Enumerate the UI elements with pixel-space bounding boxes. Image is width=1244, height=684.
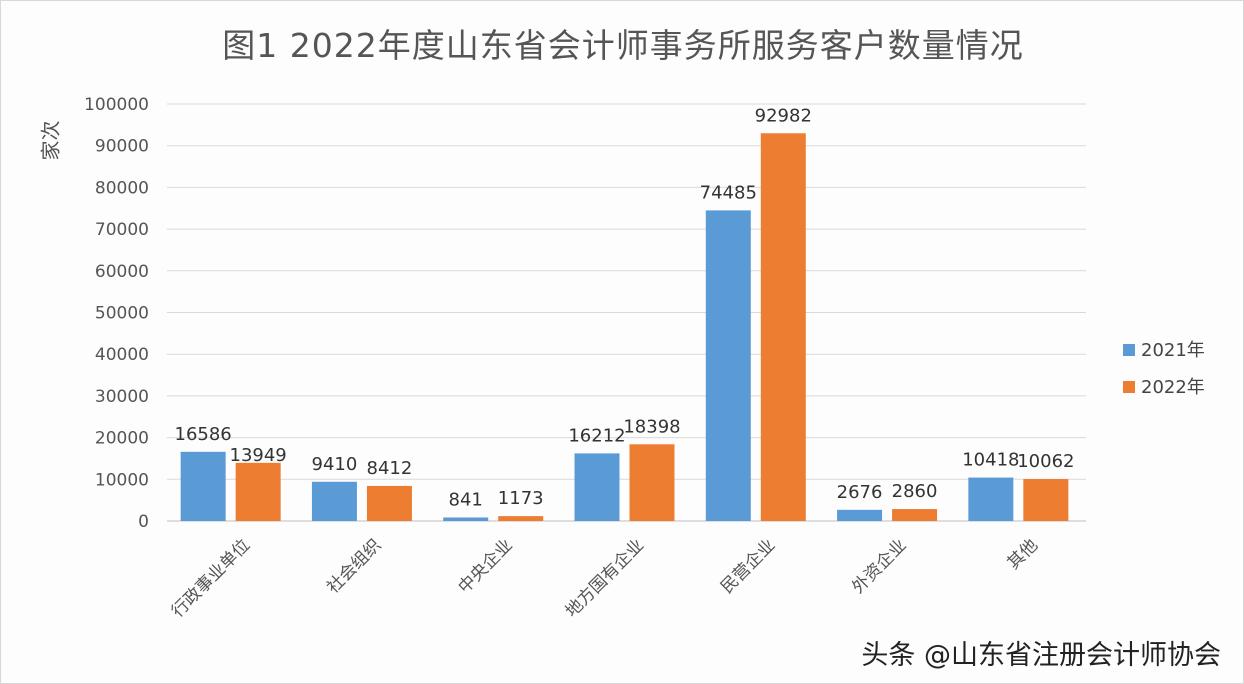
data-label: 16212	[568, 425, 625, 446]
bar-2021	[180, 451, 226, 521]
y-tick-label: 10000	[95, 470, 149, 490]
bar-2021	[968, 477, 1014, 521]
category-label: 中央企业	[455, 535, 517, 597]
data-label: 2676	[837, 482, 883, 503]
bar-2022	[498, 516, 544, 521]
category-label: 社会组织	[323, 535, 385, 597]
bar-2022	[366, 485, 412, 521]
legend-swatch	[1123, 344, 1135, 356]
category-label: 行政事业单位	[168, 535, 254, 621]
data-label: 13949	[230, 445, 287, 466]
y-tick-label: 70000	[95, 220, 149, 240]
data-label: 92982	[755, 105, 812, 126]
legend-label: 2021年	[1141, 340, 1205, 361]
y-tick-label: 90000	[95, 137, 149, 157]
category-label: 地方国有企业	[562, 535, 648, 621]
legend-swatch	[1123, 381, 1135, 393]
watermark: 头条 @山东省注册会计师协会	[861, 640, 1221, 671]
bar-2021	[574, 453, 620, 521]
bar-2021	[443, 517, 489, 521]
data-label: 8412	[367, 458, 413, 479]
bar-2021	[705, 210, 751, 521]
bar-2022	[892, 509, 938, 521]
bar-2022	[760, 133, 806, 521]
bar-2022	[235, 462, 281, 521]
data-label: 2860	[892, 481, 938, 502]
y-tick-label: 30000	[95, 387, 149, 407]
category-label: 其他	[1004, 535, 1042, 573]
y-tick-label: 60000	[95, 262, 149, 282]
data-label: 18398	[623, 416, 680, 437]
data-label: 10062	[1017, 451, 1074, 472]
data-label: 16586	[175, 424, 232, 445]
legend-label: 2022年	[1141, 377, 1205, 398]
chart-title: 图1 2022年度山东省会计师事务所服务客户数量情况	[222, 26, 1024, 65]
bar-2022	[1023, 479, 1069, 521]
category-label: 外资企业	[848, 535, 910, 597]
y-tick-label: 50000	[95, 304, 149, 324]
bar-2021	[837, 509, 883, 521]
data-label: 1173	[498, 488, 544, 509]
data-label: 74485	[700, 182, 757, 203]
data-label: 9410	[312, 454, 358, 475]
y-tick-label: 0	[138, 512, 149, 532]
data-label: 10418	[962, 450, 1019, 471]
y-tick-label: 100000	[84, 95, 149, 115]
data-label: 841	[449, 489, 483, 510]
y-tick-label: 40000	[95, 345, 149, 365]
category-label: 民营企业	[717, 535, 779, 597]
y-tick-label: 20000	[95, 429, 149, 449]
bar-2021	[311, 481, 357, 521]
bar-2022	[629, 444, 675, 521]
y-tick-label: 80000	[95, 178, 149, 198]
